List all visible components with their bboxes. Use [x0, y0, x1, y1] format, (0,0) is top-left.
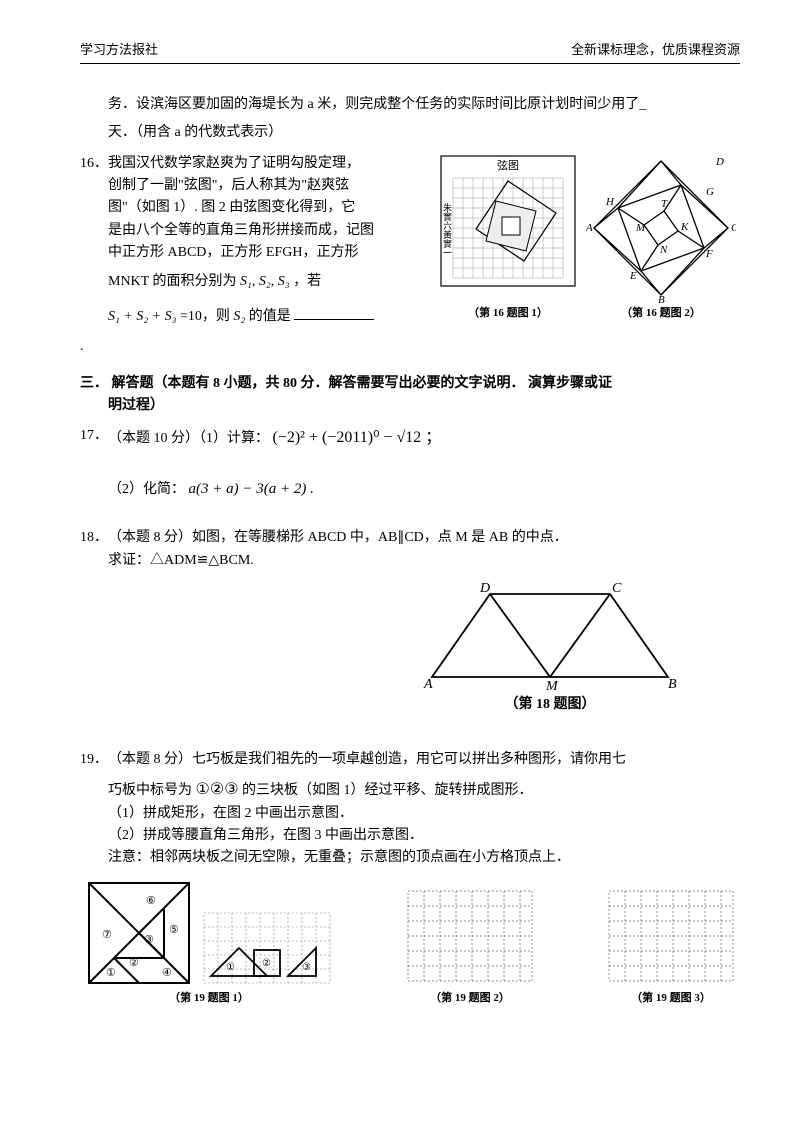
- grid-3: [606, 888, 736, 988]
- svg-text:D: D: [715, 156, 724, 168]
- q16-expr-sum: S₁ + S₂ + S₃: [108, 309, 177, 324]
- svg-text:A: A: [586, 222, 593, 234]
- svg-text:⑤: ⑤: [169, 924, 179, 936]
- q19-l1: （本题 8 分）七巧板是我们祖先的一项卓越创造，用它可以拼出多种图形，请你用七: [108, 749, 740, 771]
- svg-text:①: ①: [106, 967, 116, 979]
- q15-continuation-2: 天．（用含 a 的代数式表示）: [80, 122, 740, 144]
- q19-fig1-caption: （第 19 题图 1）: [169, 990, 249, 1008]
- q19-note: 注意：相邻两块板之间无空隙，无重叠；示意图的顶点画在小方格顶点上．: [108, 847, 740, 869]
- page-header: 学习方法报社 全新课标理念，优质课程资源: [80, 40, 740, 64]
- svg-text:M: M: [635, 222, 646, 234]
- svg-text:D: D: [479, 582, 490, 596]
- q19-p2: （2）拼成等腰直角三角形，在图 3 中画出示意图．: [108, 825, 740, 847]
- q19-p1: （1）拼成矩形，在图 2 中画出示意图．: [108, 803, 740, 825]
- q17-expr: (−2)² + (−2011)⁰ − √12 ；: [273, 429, 442, 446]
- svg-text:B: B: [658, 294, 665, 303]
- q16-l6b: ，若: [293, 274, 321, 289]
- stray-dot: .: [80, 336, 740, 358]
- svg-text:⑦: ⑦: [102, 929, 112, 941]
- q19-fig3-caption: （第 19 题图 3）: [631, 990, 711, 1008]
- svg-text:K: K: [680, 221, 689, 233]
- header-left: 学习方法报社: [80, 40, 158, 61]
- q19-l2a: 巧板中标号为: [108, 783, 192, 798]
- svg-text:②: ②: [262, 958, 271, 969]
- grid-2: [405, 888, 535, 988]
- svg-text:A: A: [423, 677, 433, 692]
- q19-fig2-caption: （第 19 题图 2）: [430, 990, 510, 1008]
- svg-text:H: H: [605, 196, 615, 208]
- svg-text:N: N: [659, 244, 668, 256]
- q16-l5: 中正方形 ABCD，正方形 EFGH，正方形: [108, 242, 428, 264]
- q16-l3: 图"（如图 1）. 图 2 由弦图变化得到，它: [108, 197, 428, 219]
- q16-l4: 是由八个全等的直角三角形拼接而成，记图: [108, 220, 428, 242]
- q16-fig2-caption: （第 16 题图 2）: [621, 305, 701, 323]
- q17-p2-pre: （2）化简：: [108, 482, 185, 497]
- answer-blank: [294, 305, 374, 320]
- q15-continuation-1: 务．设滨海区要加固的海堤长为 a 米，则完成整个任务的实际时间比原计划时间少用了…: [80, 94, 740, 116]
- svg-text:B: B: [668, 677, 677, 692]
- svg-text:③: ③: [144, 934, 154, 946]
- trapezoid-diagram: A B C D M: [420, 582, 680, 692]
- svg-text:E: E: [629, 270, 637, 282]
- svg-text:③: ③: [302, 962, 311, 973]
- svg-text:①: ①: [226, 962, 235, 973]
- q19-body: （本题 8 分）七巧板是我们祖先的一项卓越创造，用它可以拼出多种图形，请你用七 …: [108, 749, 740, 870]
- q16-l6a: MNKT 的面积分别为: [108, 274, 236, 289]
- fig1-side-text: 朱實六黃實一: [442, 201, 452, 256]
- q18-figure: A B C D M （第 18 题图）: [360, 582, 740, 716]
- q18-l2: 求证：△ADM≌△BCM.: [108, 550, 740, 572]
- q19-l2b: 的三块板（如图 1）经过平移、旋转拼成图形．: [242, 783, 533, 798]
- fig1-title: 弦图: [497, 158, 519, 172]
- q18-caption: （第 18 题图）: [505, 694, 596, 716]
- section-3-heading: 三． 解答题（本题有 8 小题，共 80 分．解答需要写出必要的文字说明． 演算…: [80, 373, 740, 418]
- q17-part2: （2）化简： a(3 + a) − 3(a + 2) .: [108, 477, 740, 501]
- q16-l2: 创制了一副"弦图"，后人称其为"赵爽弦: [108, 175, 428, 197]
- svg-text:F: F: [705, 248, 713, 260]
- q16-figure-2: D C B A G F E H T K N M （第 16 题图 2）: [586, 153, 736, 323]
- q18-body: （本题 8 分）如图，在等腰梯形 ABCD 中，AB∥CD，点 M 是 AB 的…: [108, 527, 740, 572]
- zhaoshuang-diagram-2: D C B A G F E H T K N M: [586, 153, 736, 303]
- q19-marks: ①②③: [196, 777, 239, 803]
- q16-number: 16．: [80, 153, 108, 175]
- svg-text:M: M: [545, 679, 559, 692]
- q17-pre: （本题 10 分）（1）计算：: [108, 431, 269, 446]
- q16-figure-1: 弦图: [438, 153, 578, 323]
- q16-text: 我国汉代数学家赵爽为了证明勾股定理， 创制了一副"弦图"，后人称其为"赵爽弦 图…: [108, 153, 434, 329]
- q17-body: （本题 10 分）（1）计算： (−2)² + (−2011)⁰ − √12 ；: [108, 425, 740, 451]
- svg-text:②: ②: [129, 957, 139, 969]
- q19-figure-3: （第 19 题图 3）: [606, 888, 736, 1008]
- q19-figure-2: （第 19 题图 2）: [405, 888, 535, 1008]
- q16-expr-s123: S₁, S₂, S₃: [240, 274, 290, 289]
- q19-number: 19．: [80, 749, 108, 771]
- tangram-diagram: ⑥ ⑤ ③ ⑦ ② ① ④: [84, 878, 334, 988]
- svg-text:④: ④: [162, 967, 172, 979]
- q16-expr-s2: S₂: [233, 309, 245, 324]
- header-right: 全新课标理念，优质课程资源: [571, 40, 740, 61]
- section3-title2: 明过程）: [108, 398, 164, 413]
- q16-l7a-post: 的值是: [249, 309, 291, 324]
- section3-title: 三． 解答题（本题有 8 小题，共 80 分．解答需要写出必要的文字说明． 演算…: [80, 376, 612, 391]
- q18-number: 18．: [80, 527, 108, 549]
- svg-text:C: C: [731, 222, 736, 234]
- svg-text:T: T: [661, 198, 668, 210]
- q17-number: 17．: [80, 425, 108, 447]
- zhaoshuang-diagram-1: 弦图: [438, 153, 578, 303]
- svg-text:G: G: [706, 186, 714, 198]
- q16-l7a-pre: =10，则: [180, 309, 230, 324]
- svg-text:C: C: [612, 582, 622, 596]
- q16-l1: 我国汉代数学家赵爽为了证明勾股定理，: [108, 153, 428, 175]
- q18-l1: （本题 8 分）如图，在等腰梯形 ABCD 中，AB∥CD，点 M 是 AB 的…: [108, 527, 740, 549]
- svg-text:⑥: ⑥: [146, 895, 156, 907]
- q19-figure-1: ⑥ ⑤ ③ ⑦ ② ① ④: [84, 878, 334, 1008]
- q16-fig1-caption: （第 16 题图 1）: [468, 305, 548, 323]
- q17-p2-expr: a(3 + a) − 3(a + 2) .: [189, 481, 314, 497]
